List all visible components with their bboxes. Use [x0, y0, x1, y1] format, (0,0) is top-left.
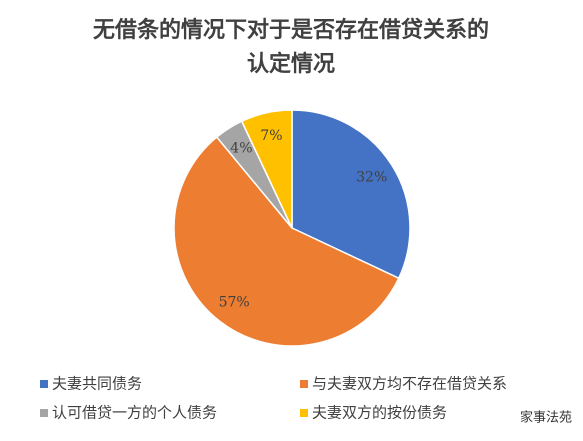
legend-label: 夫妻双方的按份债务	[312, 404, 447, 422]
legend-marker	[40, 409, 48, 417]
legend-label: 夫妻共同债务	[52, 375, 142, 393]
pie-slice	[173, 136, 400, 347]
watermark: 家事法苑	[520, 410, 572, 426]
data-label: 7%	[260, 128, 282, 144]
pie-slice	[291, 109, 411, 280]
chart-title: 无借条的情况下对于是否存在借贷关系的认定情况	[92, 18, 489, 77]
legend-marker	[300, 380, 308, 388]
legend-marker	[40, 380, 48, 388]
legend-label: 认可借贷一方的个人债务	[52, 404, 217, 422]
data-label: 57%	[219, 295, 250, 311]
data-label: 4%	[230, 140, 252, 156]
legend-marker	[300, 409, 308, 417]
pie-slice	[240, 109, 293, 229]
legend-label: 与夫妻双方均不存在借贷关系	[312, 375, 507, 393]
data-label: 32%	[356, 169, 387, 185]
